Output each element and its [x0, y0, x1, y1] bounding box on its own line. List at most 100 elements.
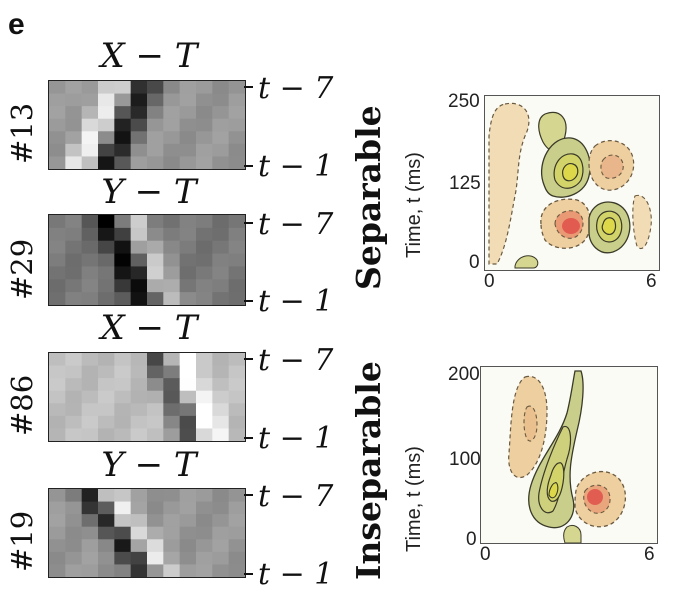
heatmap-cell: [212, 253, 230, 267]
time-label-top-unit-86: t − 7: [258, 343, 334, 378]
heatmap-cell: [114, 378, 132, 392]
heatmap-cell: [65, 564, 83, 577]
heatmap-cell: [49, 215, 66, 229]
heatmap-cell: [163, 501, 181, 515]
heatmap-cell: [228, 227, 245, 242]
heatmap-cell: [179, 93, 197, 107]
heatmap-cell: [130, 415, 148, 429]
heatmap-cell: [65, 240, 83, 255]
heatmap-cell: [196, 292, 213, 305]
heatmap-cell: [98, 353, 115, 367]
heatmap-cell: [163, 428, 181, 441]
heatmap-cell: [98, 292, 115, 305]
heatmap-cell: [114, 143, 132, 157]
rf-separable-xtick-6: 6: [646, 271, 657, 292]
heatmap-cell: [49, 564, 66, 577]
heatmap-cell: [179, 353, 197, 367]
heatmap-cell: [212, 81, 230, 95]
heatmap-cell: [212, 378, 230, 392]
heatmap-cell: [65, 156, 83, 169]
heatmap-cell: [179, 489, 197, 503]
time-label-top-unit-13: t − 7: [258, 71, 334, 106]
heatmap-cell: [147, 365, 164, 379]
tick-mark: [244, 437, 253, 439]
heatmap-cell: [49, 253, 66, 267]
heatmap-cell: [163, 403, 181, 417]
heatmap-cell: [49, 378, 66, 392]
heatmap-cell: [228, 81, 245, 95]
heatmap-cell: [130, 143, 148, 157]
heatmap-cell: [228, 428, 245, 441]
heatmap-cell: [98, 526, 115, 540]
heatmap-cell: [114, 156, 132, 169]
heatmap-cell: [81, 266, 99, 280]
heatmap-cell: [130, 253, 148, 267]
heatmap-cell: [163, 253, 181, 267]
heatmap-cell: [114, 227, 132, 242]
heatmap-cell: [81, 227, 99, 242]
heatmap-cell: [163, 390, 181, 404]
heatmap-cell: [196, 390, 213, 404]
heatmap-cell: [98, 279, 115, 293]
heatmap-cell: [228, 106, 245, 120]
heatmap-cell: [49, 266, 66, 280]
heatmap-cell: [163, 93, 181, 107]
heatmap-cell: [81, 489, 99, 503]
heatmap-cell: [81, 501, 99, 515]
heatmap-cell: [147, 378, 164, 392]
heatmap-cell: [65, 227, 83, 242]
heatmap-cell: [114, 353, 132, 367]
heatmap-cell: [98, 428, 115, 441]
heatmap-cell: [98, 106, 115, 120]
heatmap-cell: [147, 118, 164, 132]
heatmap-cell: [179, 415, 197, 429]
heatmap-cell: [130, 365, 148, 379]
heatmap-cell: [212, 93, 230, 107]
heatmap-cell: [65, 539, 83, 553]
heatmap-cell: [163, 240, 181, 255]
heatmap-cell: [65, 428, 83, 441]
heatmap-cell: [179, 514, 197, 528]
heatmap-cell: [163, 292, 181, 305]
heatmap-unit-86: [48, 352, 246, 442]
heatmap-cell: [114, 489, 132, 503]
heatmap-cell: [49, 81, 66, 95]
heatmap-cell: [228, 93, 245, 107]
rf-separable-contours: [488, 102, 652, 269]
heatmap-cell: [228, 526, 245, 540]
heatmap-cell: [179, 131, 197, 145]
heatmap-cell: [81, 131, 99, 145]
heatmap-cell: [228, 489, 245, 503]
heatmap-cell: [163, 564, 181, 577]
heatmap-cell: [212, 403, 230, 417]
heatmap-cell: [65, 253, 83, 267]
heatmap-cell: [49, 551, 66, 565]
heatmap-cell: [212, 292, 230, 305]
heatmap-cell: [179, 227, 197, 242]
heatmap-cell: [130, 81, 148, 95]
heatmap-cell: [49, 93, 66, 107]
heatmap-cell: [163, 415, 181, 429]
heatmap-cell: [98, 118, 115, 132]
heatmap-cell: [130, 390, 148, 404]
heatmap-cell: [179, 215, 197, 229]
rf-inseparable-xtick-0: 0: [480, 544, 491, 565]
heatmap-cell: [114, 253, 132, 267]
heatmap-cell: [228, 279, 245, 293]
heatmap-cell: [130, 353, 148, 367]
heatmap-cell: [196, 403, 213, 417]
heatmap-cell: [228, 253, 245, 267]
heatmap-cell: [114, 526, 132, 540]
rf-separable-xtick-0: 0: [484, 271, 495, 292]
unit-id-86: #86: [5, 374, 39, 436]
heatmap-cell: [49, 240, 66, 255]
tick-mark: [244, 222, 253, 224]
heatmap-cell: [114, 551, 132, 565]
heatmap-cell: [65, 279, 83, 293]
heatmap-cell: [196, 489, 213, 503]
heatmap-cell: [163, 156, 181, 169]
heatmap-cell: [212, 501, 230, 515]
heatmap-cell: [49, 279, 66, 293]
heatmap-cell: [130, 501, 148, 515]
time-label-bottom-unit-86: t − 1: [258, 421, 334, 456]
